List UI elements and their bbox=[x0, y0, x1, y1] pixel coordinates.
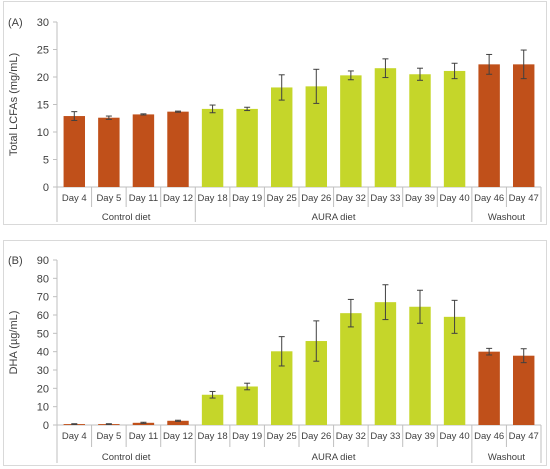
x-tick-label: Day 32 bbox=[336, 193, 366, 204]
y-tick-label: 60 bbox=[37, 310, 49, 322]
x-tick-label: Day 11 bbox=[129, 193, 158, 204]
bar bbox=[236, 386, 258, 425]
x-tick-label: Day 33 bbox=[370, 431, 400, 442]
x-tick-label: Day 19 bbox=[232, 193, 262, 204]
x-tick-label: Day 5 bbox=[96, 431, 121, 442]
bar bbox=[374, 302, 397, 425]
x-tick-label: Day 47 bbox=[509, 431, 539, 442]
y-tick-label: 15 bbox=[37, 100, 49, 112]
y-tick-label: 20 bbox=[37, 72, 49, 84]
bar bbox=[305, 86, 328, 187]
group-label: Washout bbox=[488, 212, 525, 223]
x-tick-label: Day 18 bbox=[198, 193, 228, 204]
x-tick-label: Day 26 bbox=[301, 193, 331, 204]
y-tick-label: 30 bbox=[37, 17, 49, 29]
x-tick-label: Day 12 bbox=[163, 193, 193, 204]
bar bbox=[443, 316, 466, 425]
y-tick-label: 10 bbox=[37, 402, 49, 414]
bar bbox=[340, 75, 362, 187]
group-label: Control diet bbox=[102, 212, 151, 223]
y-tick-label: 5 bbox=[43, 155, 49, 167]
x-tick-label: Day 33 bbox=[370, 193, 400, 204]
y-tick-label: 80 bbox=[37, 273, 49, 285]
x-tick-label: Day 25 bbox=[267, 431, 297, 442]
x-tick-label: Day 12 bbox=[163, 431, 193, 442]
bar bbox=[443, 70, 466, 187]
panel-label: (B) bbox=[8, 255, 23, 267]
bar bbox=[201, 394, 224, 425]
x-tick-label: Day 39 bbox=[405, 193, 435, 204]
bar bbox=[63, 116, 86, 187]
bar bbox=[270, 87, 293, 187]
x-tick-label: Day 39 bbox=[405, 431, 435, 442]
group-label: Control diet bbox=[102, 452, 151, 463]
bar bbox=[340, 313, 362, 425]
x-tick-label: Day 19 bbox=[232, 431, 262, 442]
chart-panel-b: (B) DHA (µg/mL) 0 10 20 30 40 50 60 70 80 90 Day 4 Da… bbox=[3, 240, 547, 466]
x-tick-label: Day 4 bbox=[62, 193, 87, 204]
panel-label: (A) bbox=[8, 17, 23, 29]
y-axis-title: Total LCFAs (mg/mL) bbox=[8, 53, 20, 156]
bar bbox=[512, 64, 535, 187]
y-tick-label: 20 bbox=[37, 383, 49, 395]
x-tick-label: Day 5 bbox=[96, 193, 121, 204]
group-label: AURA diet bbox=[312, 212, 356, 223]
group-label: Washout bbox=[488, 452, 525, 463]
bar bbox=[98, 117, 120, 187]
bar bbox=[409, 74, 431, 187]
y-tick-label: 90 bbox=[37, 255, 49, 267]
y-tick-label: 10 bbox=[37, 127, 49, 139]
y-tick-label: 25 bbox=[37, 45, 49, 57]
chart-b-svg: (B) DHA (µg/mL) 0 10 20 30 40 50 60 70 80 90 Day 4 Da… bbox=[8, 255, 542, 463]
group-label: AURA diet bbox=[312, 452, 356, 463]
bar bbox=[132, 114, 155, 187]
chart-a-svg: (A) Total LCFAs (mg/mL) 0 5 10 15 20 25 30 Day 4 D… bbox=[8, 17, 542, 223]
bar bbox=[374, 68, 397, 187]
y-tick-label: 30 bbox=[37, 365, 49, 377]
bar bbox=[512, 355, 535, 425]
bar bbox=[167, 420, 189, 425]
bar bbox=[132, 422, 155, 425]
x-tick-label: Day 25 bbox=[267, 193, 297, 204]
bar bbox=[167, 111, 189, 187]
bar bbox=[478, 64, 500, 187]
y-tick-label: 40 bbox=[37, 347, 49, 359]
x-tick-label: Day 11 bbox=[129, 431, 158, 442]
y-tick-label: 0 bbox=[43, 182, 49, 194]
x-tick-label: Day 26 bbox=[301, 431, 331, 442]
x-tick-label: Day 46 bbox=[474, 193, 504, 204]
bar bbox=[409, 306, 431, 425]
bar bbox=[270, 351, 293, 425]
x-tick-label: Day 47 bbox=[509, 193, 539, 204]
bar bbox=[236, 108, 258, 187]
x-tick-label: Day 32 bbox=[336, 431, 366, 442]
x-tick-label: Day 40 bbox=[440, 193, 470, 204]
x-tick-label: Day 40 bbox=[440, 431, 470, 442]
x-tick-label: Day 46 bbox=[474, 431, 504, 442]
y-tick-label: 70 bbox=[37, 292, 49, 304]
chart-panel-a: (A) Total LCFAs (mg/mL) 0 5 10 15 20 25 30 Day 4 D… bbox=[3, 1, 547, 225]
y-tick-label: 0 bbox=[43, 420, 49, 432]
bar bbox=[305, 341, 328, 425]
y-axis-title: DHA (µg/mL) bbox=[8, 311, 20, 375]
x-tick-label: Day 18 bbox=[198, 431, 228, 442]
bar bbox=[201, 108, 224, 187]
bar bbox=[478, 351, 500, 425]
y-tick-label: 50 bbox=[37, 328, 49, 340]
x-tick-label: Day 4 bbox=[62, 431, 87, 442]
